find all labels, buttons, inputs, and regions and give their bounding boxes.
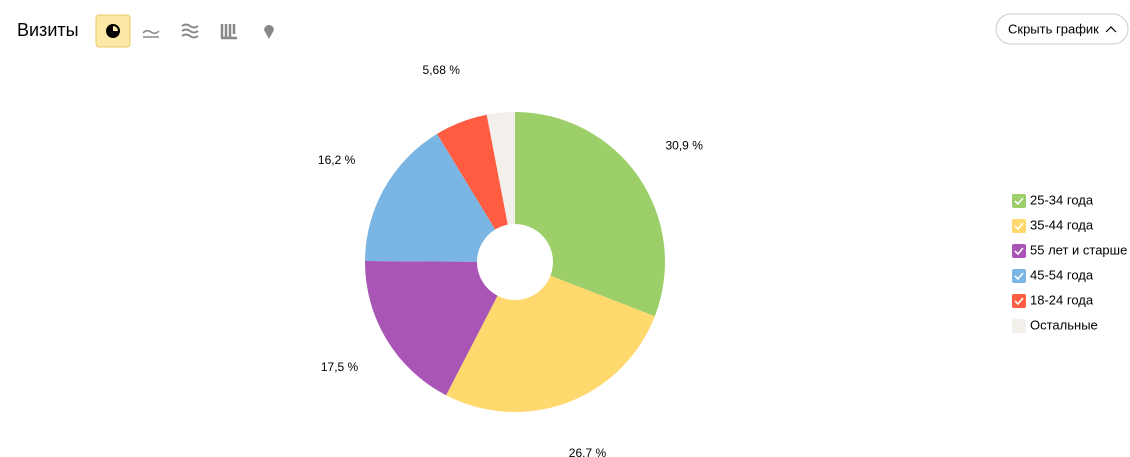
legend-label[interactable]: Остальные	[1030, 317, 1098, 332]
chart-type-toolbar	[95, 14, 274, 48]
value-label: 26,7 %	[569, 446, 607, 457]
legend-checkbox[interactable]	[1012, 219, 1026, 233]
pie-slice	[365, 261, 498, 396]
value-label: 17,5 %	[321, 360, 359, 374]
chevron-icon	[1105, 26, 1117, 33]
legend-label[interactable]: 45-54 года	[1030, 267, 1094, 282]
button-frame[interactable]	[995, 13, 1129, 45]
legend-checkbox[interactable]	[1012, 269, 1026, 283]
legend-checkbox[interactable]	[1012, 294, 1026, 308]
legend-label[interactable]: 25-34 года	[1030, 192, 1094, 207]
pie-slice	[365, 133, 496, 262]
legend-checkbox[interactable]	[1012, 244, 1026, 258]
check-mark	[1014, 247, 1024, 256]
check-mark	[1014, 222, 1024, 231]
pie-slice	[437, 114, 508, 230]
legend-checkbox[interactable]	[1012, 194, 1026, 208]
chart-title: Визиты	[17, 20, 79, 40]
hide-chart-button[interactable]: Скрыть график	[995, 13, 1129, 45]
value-label: 5,68 %	[423, 63, 461, 77]
legend-checkbox[interactable]	[1012, 319, 1026, 333]
pie-slice	[446, 275, 655, 412]
pie-slice	[486, 112, 515, 225]
button-label[interactable]: Скрыть график	[1008, 21, 1099, 36]
legend-label[interactable]: 18-24 года	[1030, 292, 1094, 307]
pie-slice	[515, 112, 666, 317]
legend-label[interactable]: 35-44 года	[1030, 217, 1094, 232]
pie-icon-cut	[113, 26, 118, 31]
check-mark	[1014, 197, 1024, 206]
value-label: 16,2 %	[318, 153, 356, 167]
line-mode-button[interactable]	[142, 29, 160, 38]
check-mark	[1014, 272, 1024, 281]
legend-label[interactable]: 55 лет и старше	[1030, 242, 1127, 257]
area-mode-button[interactable]	[181, 23, 199, 39]
check-mark	[1014, 297, 1024, 306]
map-mode-button[interactable]	[264, 25, 274, 39]
bar-mode-button[interactable]	[220, 24, 237, 40]
value-label: 30,9 %	[666, 138, 704, 152]
